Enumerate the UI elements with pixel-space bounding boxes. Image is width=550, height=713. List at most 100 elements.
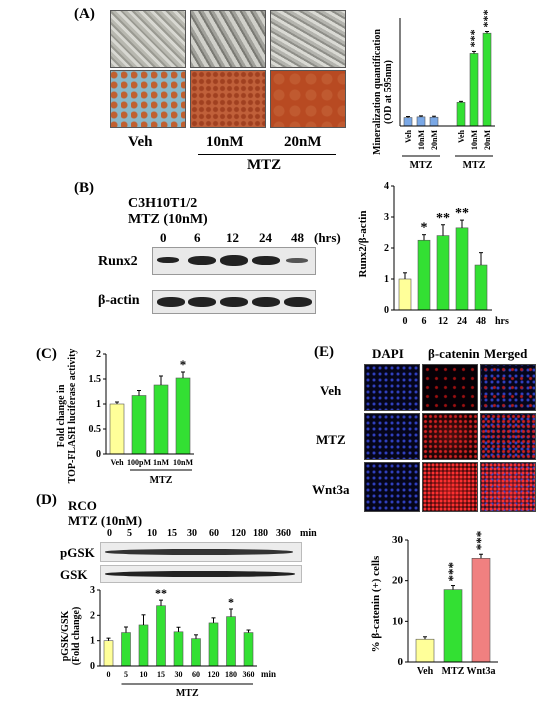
panel-a-label: (A) <box>74 6 95 22</box>
chart-d-bar-6 <box>208 622 219 667</box>
blot-d-time-5: 60 <box>209 528 219 539</box>
chart-e-sig-2: *** <box>473 531 488 551</box>
chart-d-bar-2 <box>138 624 149 667</box>
blot-b-time-0: 0 <box>160 230 167 245</box>
blot-row-pgsk: pGSK <box>60 545 95 560</box>
chart-e-ytick-label-3: 30 <box>392 534 404 546</box>
chart-a-ylabel-1: Mineralization quantification <box>372 29 383 155</box>
micrograph-a-top-10nm <box>190 10 266 68</box>
chart-c-ytick-label-2: 1 <box>96 399 101 410</box>
chart-e-ytick-label-1: 10 <box>392 615 404 627</box>
if-col-dapi: DAPI <box>372 346 404 361</box>
chart-d-bar-0 <box>103 640 114 667</box>
chart-b-ytick-label-4: 4 <box>384 181 389 192</box>
micrograph-a-bottom-10nm <box>190 70 266 128</box>
chart-c-ytick-label-0: 0 <box>96 449 101 460</box>
chart-a-bar-5 <box>482 32 492 127</box>
chart-c-xtick-label-2: 1nM <box>153 458 169 467</box>
mtz-underline-a <box>198 154 336 155</box>
chart-b-bar-3 <box>455 227 469 311</box>
blot-b-time-3: 24 <box>259 230 272 245</box>
micrograph-a-top-veh <box>110 10 186 68</box>
blot-b-time-4: 48 <box>291 230 304 245</box>
chart-e-xtick-label-2: Wnt3a <box>467 666 496 677</box>
panel-d-label: (D) <box>36 492 57 508</box>
blot-gsk <box>100 565 302 583</box>
chart-c-bar-3 <box>175 377 191 455</box>
chart-e-bar-0 <box>415 638 435 663</box>
chart-c-ytick-label-3: 1.5 <box>89 374 102 385</box>
blot-b-time-1: 6 <box>194 230 201 245</box>
chart-d-xtick-label-5: 60 <box>192 670 200 679</box>
chart-c-group-label: MTZ <box>150 475 173 486</box>
chart-e-ytick-label-0: 0 <box>398 656 404 668</box>
chart-b-sig-2: ** <box>436 211 450 226</box>
blot-d-time-1: 5 <box>127 528 132 539</box>
chart-a: Mineralization quantification (OD at 595… <box>372 10 495 171</box>
blot-d-time-7: 180 <box>253 528 268 539</box>
blot-d-time-2: 10 <box>147 528 157 539</box>
chart-e-xtick-label-1: MTZ <box>442 666 465 677</box>
chart-b-bar-4 <box>474 264 488 311</box>
chart-d-xtick-label-0: 0 <box>107 670 111 679</box>
chart-d-ytick-label-0: 0 <box>90 661 95 672</box>
chart-d-xtick-label-7: 180 <box>225 670 237 679</box>
chart-d-bar-4 <box>173 631 184 667</box>
chart-a-xtick-label-4: 10nM <box>470 130 479 150</box>
chart-b-ytick-label-3: 3 <box>384 212 389 223</box>
chart-b-bar-1 <box>417 239 431 311</box>
if-wnt3a-dapi <box>364 462 420 512</box>
chart-a-group-label-1: MTZ <box>463 160 486 171</box>
chart-b-x-unit: hrs <box>495 316 509 327</box>
chart-d-xtick-label-2: 10 <box>140 670 148 679</box>
chart-a-xtick-label-0: Veh <box>404 129 413 143</box>
panel-b-label: (B) <box>74 180 94 196</box>
chart-e: % β-catenin (+) cells 0 10 20 30 Veh *** MTZ **… <box>370 531 498 677</box>
chart-e-xtick-label-0: Veh <box>417 666 434 677</box>
chart-c-bar-0 <box>109 403 125 455</box>
blot-pgsk <box>100 542 302 562</box>
chart-c-ylabel-2: TOP-FLASH luciferase activity <box>67 349 78 484</box>
chart-a-bar-1 <box>416 116 426 127</box>
chart-d-xtick-label-6: 120 <box>208 670 220 679</box>
chart-a-xtick-label-3: Veh <box>457 129 466 143</box>
chart-d-xtick-label-3: 15 <box>157 670 165 679</box>
blot-d-time-unit: min <box>300 528 317 539</box>
blot-d-time-6: 120 <box>231 528 246 539</box>
blot-b-time-2: 12 <box>226 230 239 245</box>
if-mtz-dapi <box>364 413 420 460</box>
chart-d-ytick-label-3: 3 <box>90 586 95 596</box>
chart-c-ytick-label-4: 2 <box>96 349 101 360</box>
chart-a-bar-4 <box>469 53 479 127</box>
chart-d-xtick-label-8: 360 <box>243 670 255 679</box>
chart-c-ytick-label-1: 0.5 <box>89 424 102 435</box>
chart-b-xtick-label-4: 48 <box>476 316 486 327</box>
chart-e-ytick-label-2: 20 <box>392 575 404 587</box>
blot-row-gsk: GSK <box>60 567 88 582</box>
chart-d-xtick-label-4: 30 <box>175 670 183 679</box>
micrograph-a-top-20nm <box>270 10 346 68</box>
chart-a-xtick-label-2: 20nM <box>430 130 439 150</box>
blot-d-time-4: 30 <box>187 528 197 539</box>
chart-e-bar-2 <box>471 557 491 663</box>
chart-d-bar-5 <box>191 638 201 667</box>
chart-b-xtick-label-3: 24 <box>457 316 467 327</box>
if-row-wnt3a: Wnt3a <box>312 482 350 497</box>
chart-c-xtick-label-1: 100pM <box>127 458 151 467</box>
chart-b-xtick-label-0: 0 <box>403 316 408 327</box>
chart-b-xtick-label-1: 6 <box>422 316 427 327</box>
micrograph-a-bottom-20nm <box>270 70 346 128</box>
chart-d-sig-7: * <box>228 595 234 609</box>
chart-a-bar-2 <box>429 116 439 127</box>
if-veh-merged <box>480 364 536 411</box>
chart-c-bar-2 <box>153 384 169 455</box>
cell-line-d: RCO <box>68 498 97 513</box>
blot-b-time-unit: (hrs) <box>314 230 341 245</box>
chart-a-bar-3 <box>456 102 466 127</box>
chart-d-ytick-label-1: 1 <box>90 636 95 647</box>
chart-b-sig-3: ** <box>455 206 469 221</box>
chart-c-xtick-label-0: Veh <box>110 458 124 467</box>
chart-d-bar-7 <box>226 616 236 667</box>
